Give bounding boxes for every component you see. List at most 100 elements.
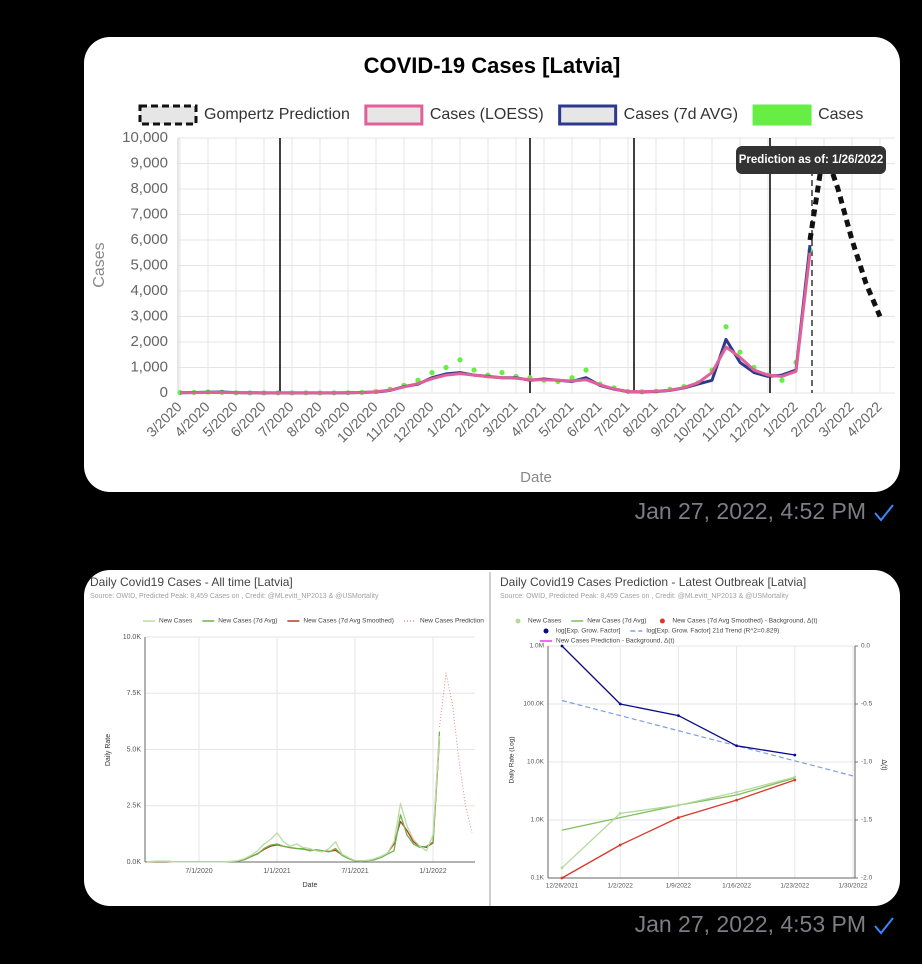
legend-label: New Cases (7d Avg Smoothed): [303, 618, 394, 625]
y2-tick-label: -0.5: [861, 701, 873, 708]
y-tick-label: 10.0K: [527, 759, 545, 766]
y-tick-label: 3,000: [130, 307, 168, 324]
chart-subtitle: Source: OWID, Predicted Peak: 8,459 Case…: [500, 593, 789, 600]
legend-label: Cases (LOESS): [430, 106, 544, 123]
data-point: [779, 377, 785, 383]
x-tick-label: 1/9/2022: [666, 883, 692, 890]
legend-swatch: [543, 628, 549, 634]
legend-label: New Cases (7d Avg): [587, 618, 646, 625]
message-bubble[interactable]: [84, 37, 900, 492]
data-point: [443, 364, 449, 371]
y2-tick-label: -1.5: [861, 817, 873, 824]
x-axis-label: Date: [303, 882, 318, 889]
data-point: [735, 744, 738, 748]
series-line: [561, 699, 854, 777]
series-line: [439, 672, 473, 833]
legend-swatch: [659, 618, 665, 624]
chart-title: COVID-19 Cases [Latvia]: [364, 53, 621, 78]
x-axis-label: Date: [520, 469, 552, 486]
y-tick-label: 5.0K: [127, 746, 142, 753]
y-tick-label: 5,000: [130, 256, 168, 273]
data-point: [583, 367, 589, 373]
data-point: [737, 349, 743, 355]
y-tick-label: 6,000: [130, 231, 168, 248]
y-tick-label: 8,000: [130, 180, 168, 197]
data-point: [560, 876, 564, 880]
data-point: [560, 866, 564, 870]
y2-tick-label: 0.0: [861, 643, 870, 650]
timestamp: Jan 27, 2022, 4:52 PM: [635, 498, 866, 524]
series-line: [179, 252, 812, 395]
y-tick-label: 0.1K: [531, 875, 545, 882]
read-check: [874, 917, 894, 935]
x-tick-label: 1/1/2022: [419, 868, 446, 875]
y-tick-label: 10,000: [122, 129, 168, 146]
y2-axis-label: Δ(t): [880, 759, 887, 770]
data-point: [429, 370, 435, 376]
chart-title: Daily Covid19 Cases Prediction - Latest …: [500, 575, 806, 589]
data-point: [793, 753, 797, 757]
data-point: [415, 377, 421, 383]
data-point: [471, 367, 477, 373]
y-tick-label: 0: [160, 384, 168, 401]
y-tick-label: 9,000: [130, 154, 168, 171]
x-tick-label: 7/1/2021: [341, 868, 368, 875]
legend-label: New Cases: [159, 618, 193, 625]
y-tick-label: 2,000: [130, 333, 168, 350]
y-axis-label: Cases: [91, 242, 108, 287]
legend-label: New Cases Prediction - Background, Δ(t): [556, 638, 675, 645]
data-point: [618, 702, 622, 706]
data-point: [618, 811, 622, 815]
x-tick-label: 7/1/2020: [185, 868, 212, 875]
y-tick-label: 10.0K: [123, 634, 142, 641]
chart-title: Daily Covid19 Cases - All time [Latvia]: [90, 575, 293, 589]
legend-swatch: [558, 104, 618, 126]
series-line: [146, 735, 441, 863]
x-tick-label: 1/23/2022: [780, 883, 809, 890]
y-axis-label: Daily Rate: [105, 734, 112, 766]
data-point: [677, 803, 680, 807]
read-check: [874, 504, 894, 522]
legend-label: Cases: [818, 106, 863, 123]
y-tick-label: 0.0K: [127, 859, 142, 866]
x-tick-label: 1/1/2021: [263, 868, 290, 875]
data-point: [677, 816, 680, 819]
y-tick-label: 7.5K: [127, 690, 142, 697]
legend-swatch: [752, 104, 812, 126]
timestamp: Jan 27, 2022, 4:53 PM: [635, 911, 866, 937]
legend-label: log[Exp. Grow. Factor]: [556, 628, 620, 635]
x-tick-label: 12/26/2021: [546, 883, 579, 890]
legend-swatch: [515, 618, 521, 624]
data-point: [457, 357, 463, 363]
data-point: [560, 644, 564, 648]
data-point: [793, 775, 797, 779]
y-tick-label: 1.0K: [531, 817, 545, 824]
y2-tick-label: -2.0: [861, 875, 873, 882]
data-point: [793, 778, 797, 782]
legend-label: Cases (7d AVG): [624, 106, 738, 123]
y-tick-label: 4,000: [130, 282, 168, 299]
y-axis-label: Daily Rate (Log): [509, 737, 516, 784]
legend-label: New Cases: [528, 618, 562, 625]
legend-label: New Cases Prediction: [420, 618, 484, 625]
data-point: [499, 370, 505, 376]
chart-subtitle: Source: OWID, Predicted Peak: 8,459 Case…: [90, 593, 379, 600]
data-point: [569, 375, 575, 381]
x-tick-label: 1/16/2022: [722, 883, 751, 890]
legend-label: Gompertz Prediction: [204, 106, 350, 123]
y2-tick-label: -1.0: [861, 759, 873, 766]
legend-label: New Cases (7d Avg Smoothed) - Background…: [672, 618, 817, 625]
y-tick-label: 7,000: [130, 205, 168, 222]
y-tick-label: 100.0K: [523, 701, 544, 708]
y-tick-label: 2.5K: [127, 803, 142, 810]
data-point: [735, 798, 738, 802]
y-tick-label: 1,000: [130, 358, 168, 375]
x-tick-label: 1/30/2022: [839, 883, 868, 890]
legend-swatch: [364, 104, 424, 126]
message-bubble[interactable]: [84, 570, 900, 906]
data-point: [618, 843, 622, 847]
x-tick-label: 1/2/2022: [608, 883, 634, 890]
legend-label: log[Exp. Grow. Factor] 21d Trend (R^2=0.…: [646, 628, 779, 635]
annotation-box: [736, 146, 886, 174]
legend-swatch: [138, 104, 198, 126]
